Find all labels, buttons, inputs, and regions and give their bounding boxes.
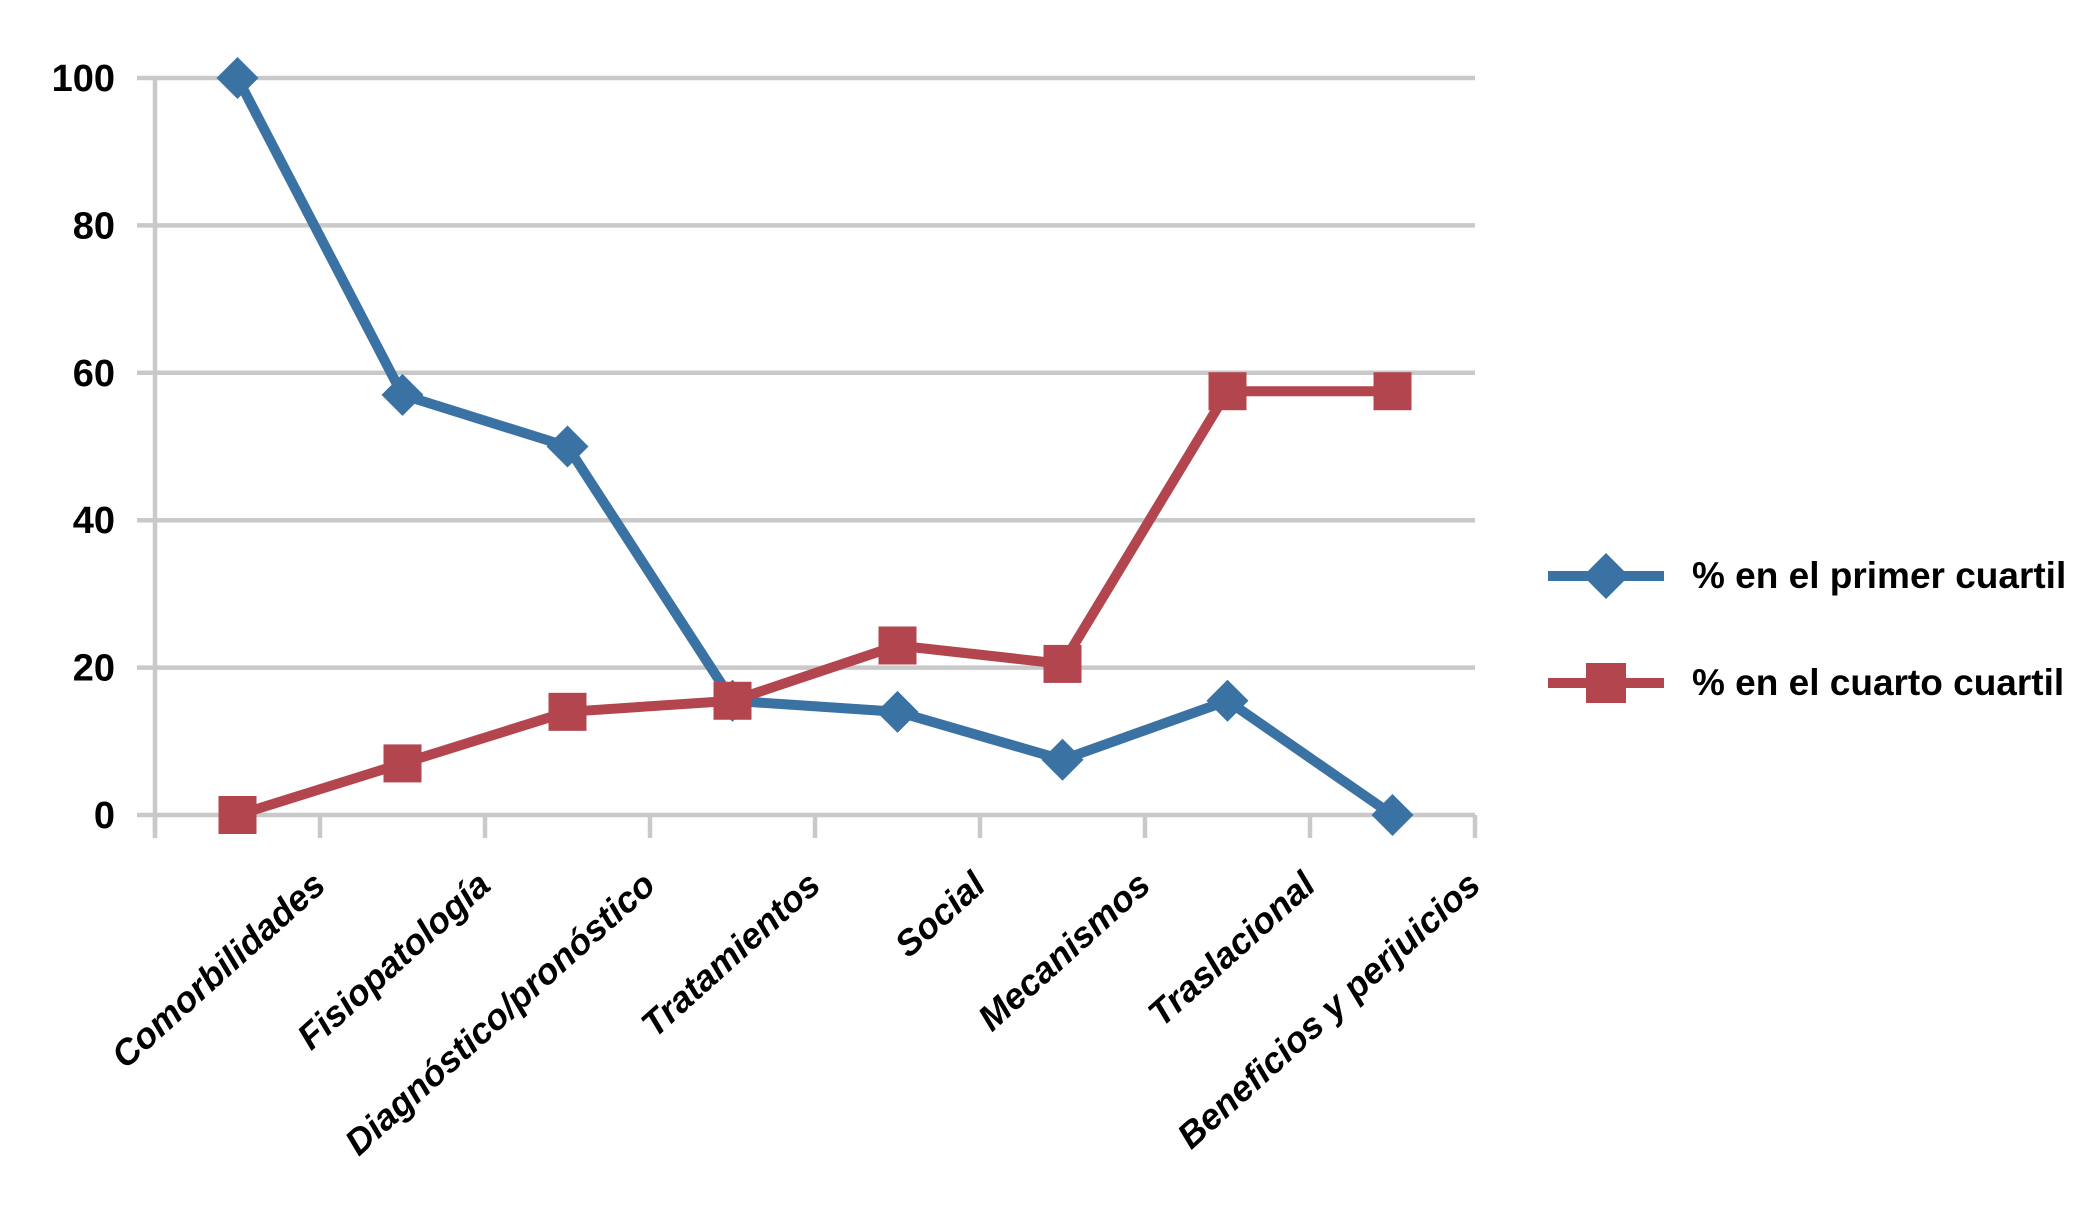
legend-label-primer-cuartil: % en el primer cuartil xyxy=(1692,555,2067,596)
series-marker-square xyxy=(878,626,917,665)
series-marker-diamond xyxy=(876,690,919,733)
x-category-label: Tratamientos xyxy=(633,863,828,1044)
x-category-label: Diagnóstico/pronóstico xyxy=(337,863,663,1162)
y-tick-label: 100 xyxy=(52,58,115,100)
x-category-label: Beneficios y perjuicios xyxy=(1169,863,1488,1156)
series-marker-diamond xyxy=(1371,794,1414,836)
series-marker-diamond xyxy=(381,373,424,416)
legend: % en el primer cuartil % en el cuarto cu… xyxy=(1546,546,2066,713)
series-marker-square xyxy=(1043,644,1082,683)
y-tick-label: 0 xyxy=(94,795,115,837)
x-category-label: Comorbilidades xyxy=(103,863,333,1076)
legend-item-primer-cuartil: % en el primer cuartil xyxy=(1546,546,2066,606)
x-category-label: Social xyxy=(887,863,994,965)
series-marker-square xyxy=(1208,372,1247,411)
x-category-label: Mecanismos xyxy=(970,863,1158,1038)
legend-line-diamond-icon xyxy=(1548,553,1664,599)
legend-line-square-icon xyxy=(1548,663,1664,703)
series-marker-square xyxy=(713,681,752,720)
legend-label-cuarto-cuartil: % en el cuarto cuartil xyxy=(1692,662,2065,703)
y-tick-label: 80 xyxy=(73,205,115,247)
series-marker-diamond xyxy=(1206,679,1249,722)
series-marker-diamond xyxy=(546,425,589,468)
series-marker-diamond xyxy=(1041,738,1084,781)
series-line xyxy=(236,386,1393,820)
series-marker-diamond xyxy=(216,57,259,99)
series-marker-square xyxy=(1373,372,1412,411)
series-marker-square xyxy=(383,744,422,783)
y-tick-label: 40 xyxy=(73,500,115,542)
series-marker-square xyxy=(218,796,257,834)
x-category-label: Traslacional xyxy=(1140,863,1324,1034)
y-tick-label: 20 xyxy=(73,648,115,690)
series-marker-square xyxy=(548,692,587,731)
legend-item-cuarto-cuartil: % en el cuarto cuartil xyxy=(1546,653,2066,713)
y-tick-label: 60 xyxy=(73,353,115,395)
series-line xyxy=(233,75,1396,820)
